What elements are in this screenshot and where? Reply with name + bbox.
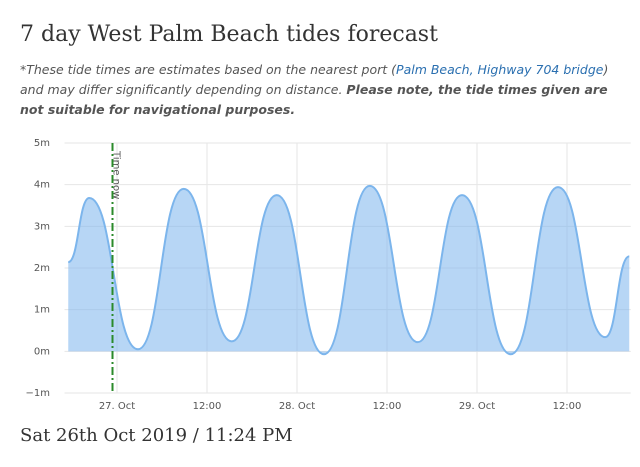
note-text: *These tide times are estimates based on… [20,62,397,77]
y-tick-label: 0m [34,346,50,357]
y-tick-label: 1m [34,305,50,316]
y-tick-label: −1m [26,388,50,399]
y-tick-label: 4m [34,180,50,191]
note-text: ) and may differ significantly depending… [20,62,609,97]
tide-line [67,184,630,356]
port-link[interactable]: Palm Beach, Highway 704 bridge [396,62,604,77]
page-title: 7 day West Palm Beach tides forecast [20,22,438,47]
x-tick-label: 29. Oct [459,401,495,412]
x-tick-label: 12:00 [373,401,402,412]
tide-area [68,185,630,355]
x-tick-label: 28. Oct [279,401,315,412]
x-tick-label: 12:00 [193,401,222,412]
x-tick-label: 27. Oct [99,401,135,412]
warning: Please note, the tide times given are no… [20,82,608,117]
y-tick-label: 2m [34,263,50,274]
y-tick-label: 3m [34,221,50,232]
note: *These tide times are estimates based on… [20,60,632,120]
timestamp: Sat 26th Oct 2019 / 11:24 PM [20,425,293,446]
y-tick-label: 5m [34,138,50,149]
x-tick-label: 12:00 [553,401,582,412]
time-now-label: Time now [111,150,122,199]
